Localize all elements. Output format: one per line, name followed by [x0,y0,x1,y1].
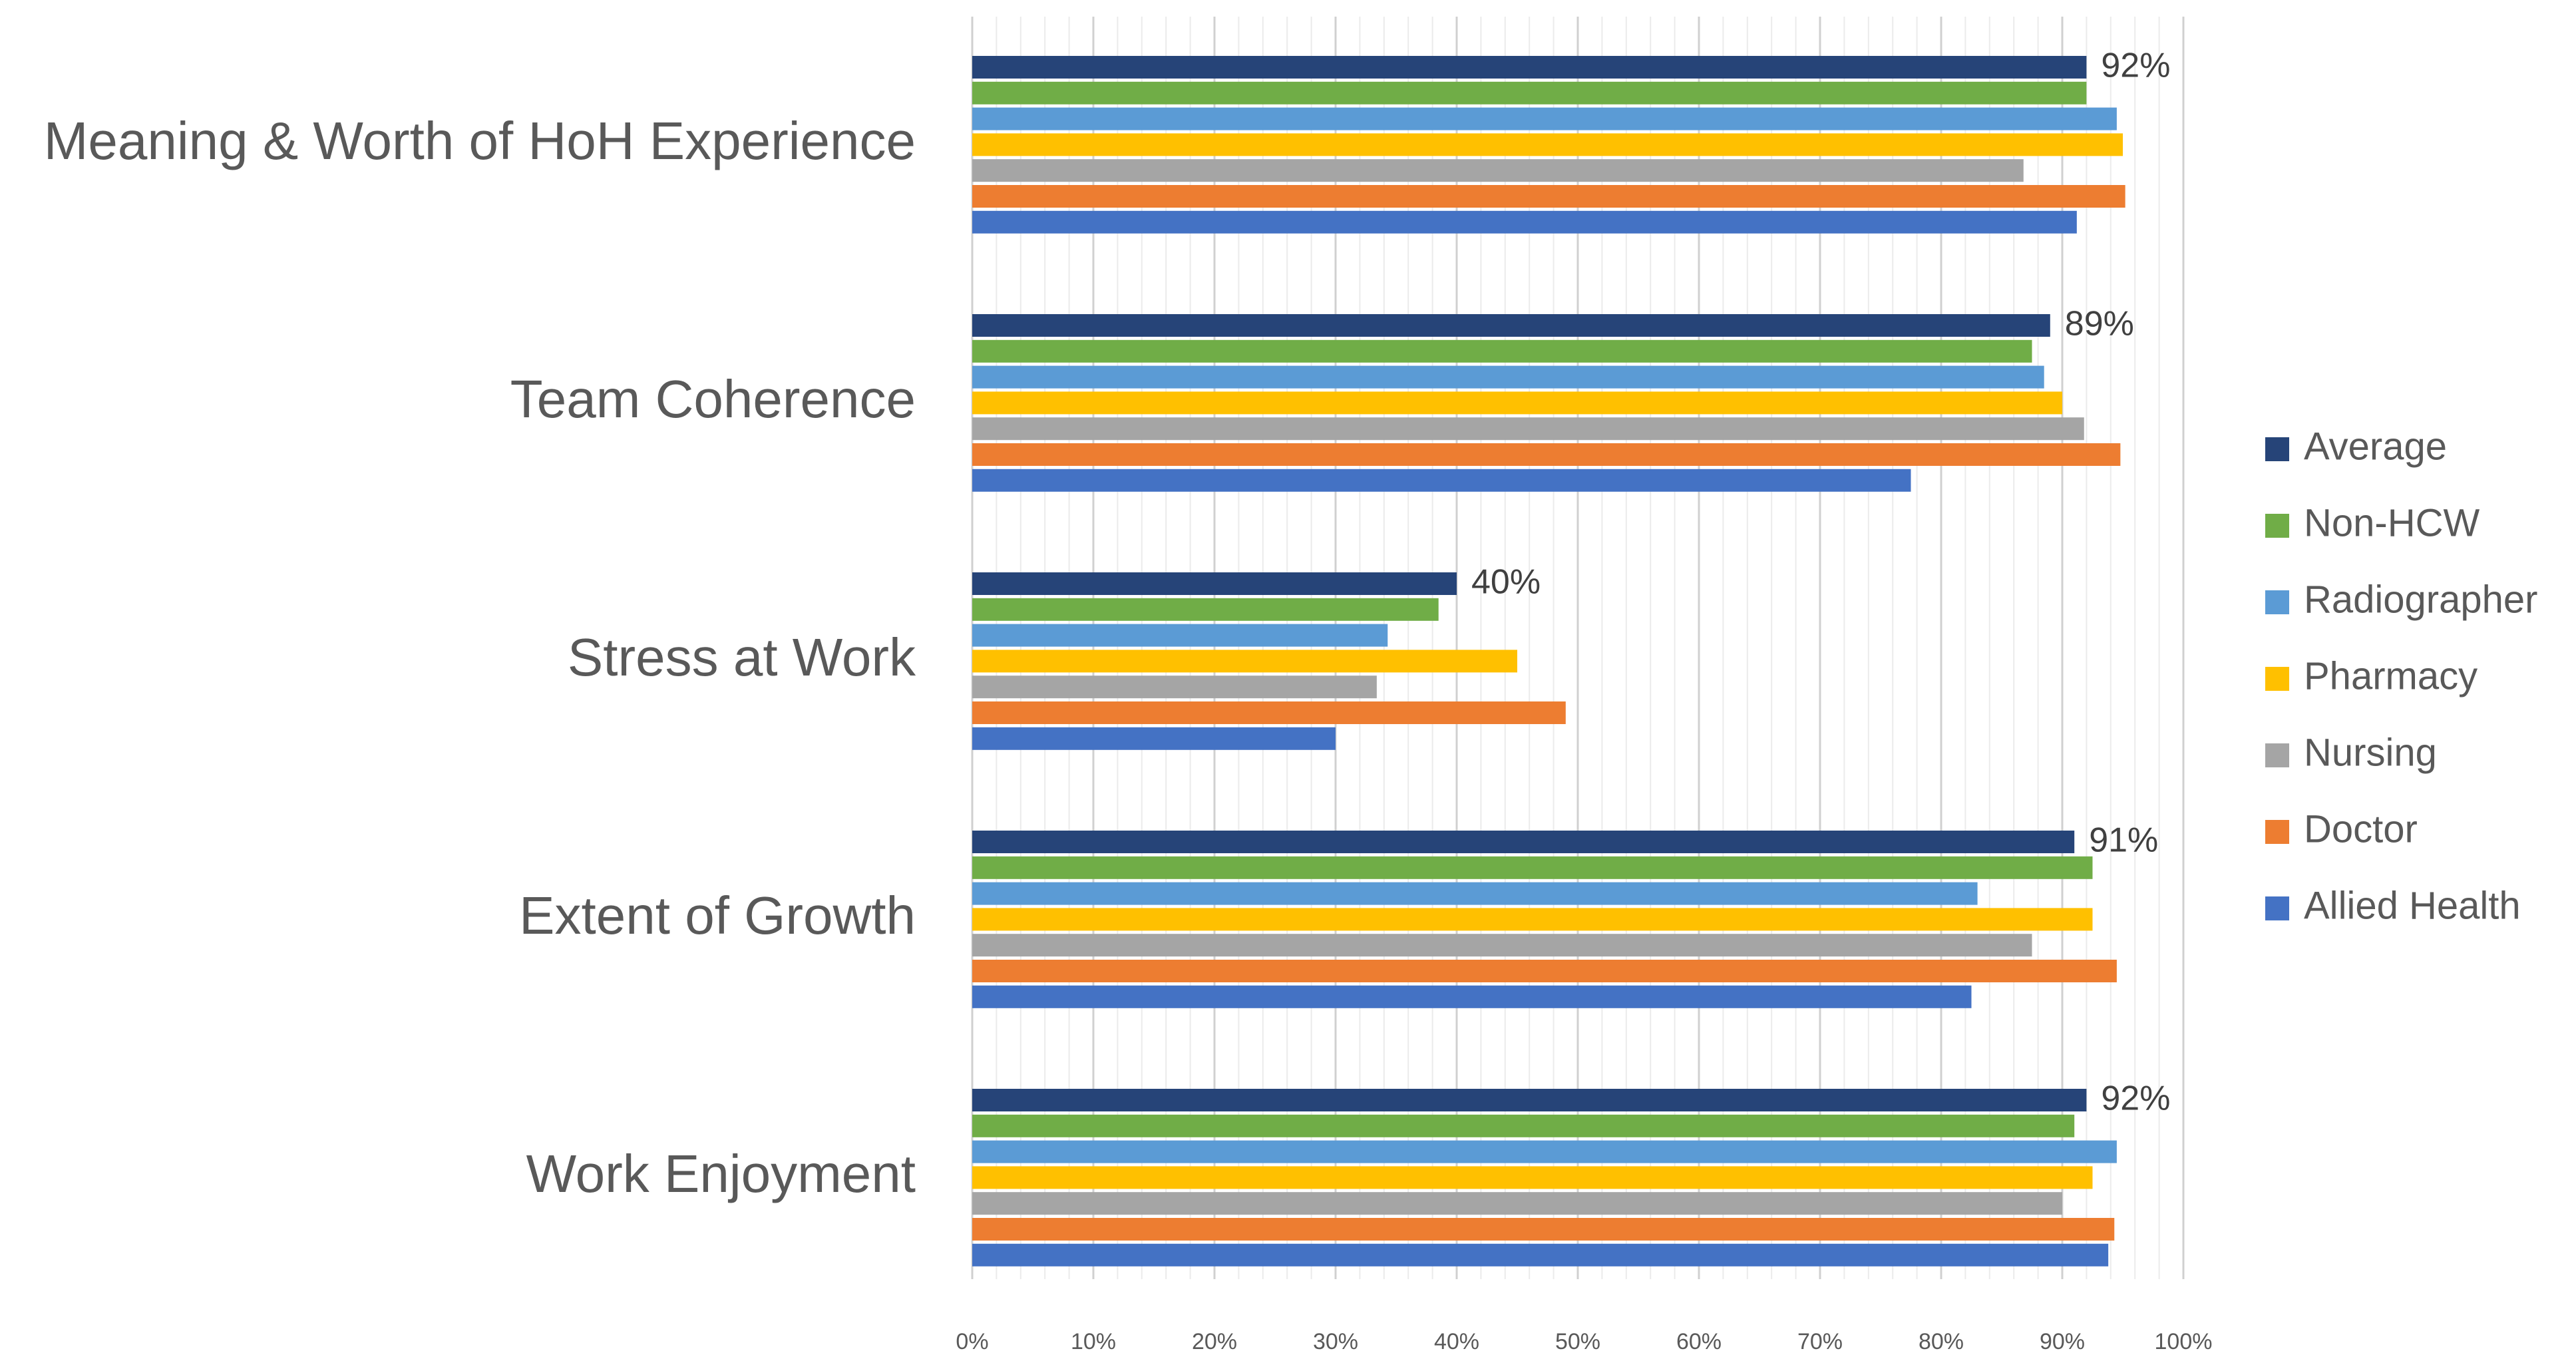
bar-nursing-extent-of-growth [972,934,2032,957]
data-label-work-enjoyment: 92% [2101,1079,2170,1118]
x-tick-label: 80% [1919,1329,1964,1354]
legend-label-radiographer: Radiographer [2304,578,2537,621]
bar-doctor-extent-of-growth [972,960,2117,982]
category-label: Extent of Growth [519,886,916,945]
data-label-extent-of-growth: 91% [2089,821,2158,860]
legend-swatch-allied-health [2265,896,2289,920]
bar-average-extent-of-growth [972,831,2075,853]
bar-average-meaning-and-worth-of-hoh-experience [972,56,2087,79]
legend-label-doctor: Doctor [2304,807,2418,851]
x-tick-label: 70% [1797,1329,1843,1354]
x-tick-label: 100% [2155,1329,2213,1354]
legend-swatch-doctor [2265,820,2289,844]
bar-non-hcw-extent-of-growth [972,856,2093,879]
legend-swatch-average [2265,437,2289,461]
legend-swatch-nursing [2265,743,2289,767]
bar-allied-health-meaning-and-worth-of-hoh-experience [972,210,2077,234]
x-tick-label: 30% [1313,1329,1358,1354]
legend-label-average: Average [2304,425,2447,468]
legend-label-pharmacy: Pharmacy [2304,654,2478,697]
bar-average-stress-at-work [972,572,1457,595]
bar-allied-health-work-enjoyment [972,1243,2109,1267]
bar-nursing-meaning-and-worth-of-hoh-experience [972,159,2024,182]
x-tick-label: 40% [1434,1329,1479,1354]
legend-label-allied-health: Allied Health [2304,884,2521,927]
legend-swatch-non-hcw [2265,514,2289,538]
bar-nursing-work-enjoyment [972,1192,2062,1215]
legend: Average Non-HCW Radiographer Pharmacy Nursin… [2265,425,2537,927]
legend-label-non-hcw: Non-HCW [2304,501,2480,544]
bar-average-team-coherence [972,314,2050,337]
bar-allied-health-stress-at-work [972,727,1336,750]
x-tick-label: 0% [956,1329,988,1354]
data-label-team-coherence: 89% [2065,305,2134,343]
bar-doctor-meaning-and-worth-of-hoh-experience [972,185,2125,208]
bar-pharmacy-stress-at-work [972,650,1517,673]
data-labels: 92% 89% 40% 91% 92% [1471,47,2170,1118]
x-tick-label: 20% [1192,1329,1237,1354]
bar-radiographer-extent-of-growth [972,882,1978,905]
bar-radiographer-team-coherence [972,365,2044,389]
x-tick-label: 10% [1071,1329,1116,1354]
bar-allied-health-extent-of-growth [972,985,1972,1008]
legend-swatch-radiographer [2265,590,2289,614]
x-tick-label: 60% [1676,1329,1722,1354]
category-label: Meaning & Worth of HoH Experience [44,111,916,170]
x-tick-label: 50% [1555,1329,1600,1354]
bars [972,56,2125,1267]
category-label: Stress at Work [568,628,916,687]
bar-pharmacy-work-enjoyment [972,1166,2093,1189]
bar-non-hcw-team-coherence [972,339,2032,363]
bar-radiographer-work-enjoyment [972,1140,2117,1163]
bar-radiographer-stress-at-work [972,624,1388,647]
category-labels: Meaning & Worth of HoH Experience Team Co… [44,111,916,1203]
bar-nursing-stress-at-work [972,676,1377,699]
x-tick-label: 90% [2040,1329,2085,1354]
bar-pharmacy-meaning-and-worth-of-hoh-experience [972,133,2123,156]
bar-doctor-team-coherence [972,443,2121,466]
bar-allied-health-team-coherence [972,469,1911,492]
bar-doctor-stress-at-work [972,701,1566,724]
bar-nursing-team-coherence [972,417,2084,441]
bar-pharmacy-extent-of-growth [972,908,2093,931]
category-label: Team Coherence [510,369,916,429]
bar-pharmacy-team-coherence [972,391,2062,415]
data-label-stress-at-work: 40% [1471,563,1541,602]
bar-doctor-work-enjoyment [972,1218,2115,1241]
legend-swatch-pharmacy [2265,667,2289,691]
x-axis-ticks: 0% 10% 20% 30% 40% 50% 60% 70% 80% 90% 100% [956,1329,2212,1354]
bar-average-work-enjoyment [972,1089,2087,1111]
data-label-meaning-and-worth-of-hoh-experience: 92% [2101,47,2170,85]
legend-label-nursing: Nursing [2304,731,2437,774]
bar-non-hcw-meaning-and-worth-of-hoh-experience [972,81,2087,104]
bar-non-hcw-work-enjoyment [972,1114,2075,1137]
bar-non-hcw-stress-at-work [972,598,1439,621]
bar-radiographer-meaning-and-worth-of-hoh-experience [972,107,2117,130]
category-label: Work Enjoyment [526,1144,916,1203]
